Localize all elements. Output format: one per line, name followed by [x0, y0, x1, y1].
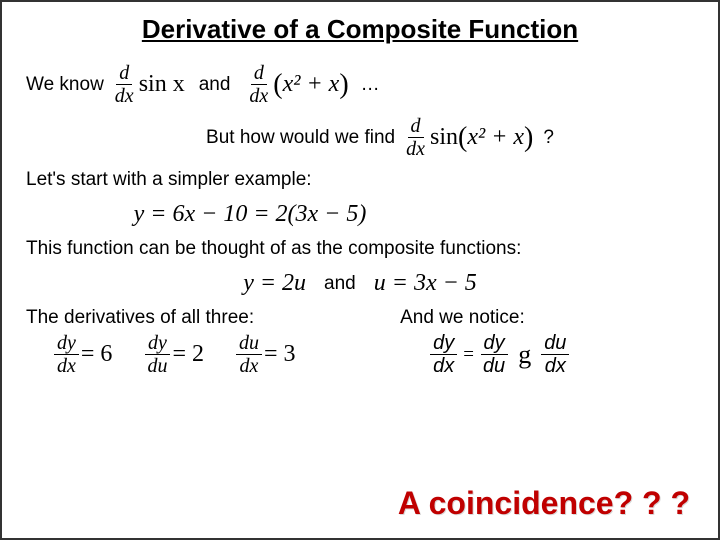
text-coincidence: A coincidence? ? ? — [398, 485, 690, 522]
math-example: y = 6x − 10 = 2(3x − 5) — [0, 201, 694, 228]
text-simpler: Let's start with a simpler example: — [26, 169, 312, 191]
math-ddx-poly: ddx (x² + x) — [244, 63, 348, 106]
text-and-1: and — [199, 74, 231, 96]
math-chain-notice: dydx = dydu g dudx — [428, 333, 694, 376]
line-composite: This function can be thought of as the c… — [26, 238, 694, 260]
math-ddx-sinx: ddx sin x — [110, 63, 185, 106]
text-derivatives: The derivatives of all three: — [26, 307, 373, 329]
text-and-2: and — [324, 273, 356, 295]
line-but-how: But how would we find ddx sin (x² + x) ? — [66, 116, 694, 159]
text-question: ? — [543, 127, 554, 149]
line-we-know: We know ddx sin x and ddx (x² + x) … — [26, 63, 694, 106]
text-dots: … — [361, 74, 380, 96]
eq-example: y = 6x − 10 = 2(3x − 5) — [134, 201, 367, 228]
math-ddx-sinpoly: ddx sin (x² + x) — [401, 116, 533, 159]
math-three-derivs: dydx= 6 dydu= 2 dudx= 3 — [46, 333, 373, 376]
text-we-know: We know — [26, 74, 104, 96]
line-simpler: Let's start with a simpler example: — [26, 169, 694, 191]
eq-u3x5: u = 3x − 5 — [374, 270, 477, 297]
eq-y2u: y = 2u — [243, 270, 306, 297]
line-derivatives-notice: The derivatives of all three: dydx= 6 dy… — [26, 307, 694, 376]
text-but-how: But how would we find — [206, 127, 395, 149]
text-notice: And we notice: — [400, 307, 694, 329]
slide-title: Derivative of a Composite Function — [26, 14, 694, 45]
math-composite-pair: y = 2u and u = 3x − 5 — [26, 270, 694, 297]
text-composite: This function can be thought of as the c… — [26, 238, 521, 260]
slide-content: Derivative of a Composite Function We kn… — [2, 2, 718, 538]
